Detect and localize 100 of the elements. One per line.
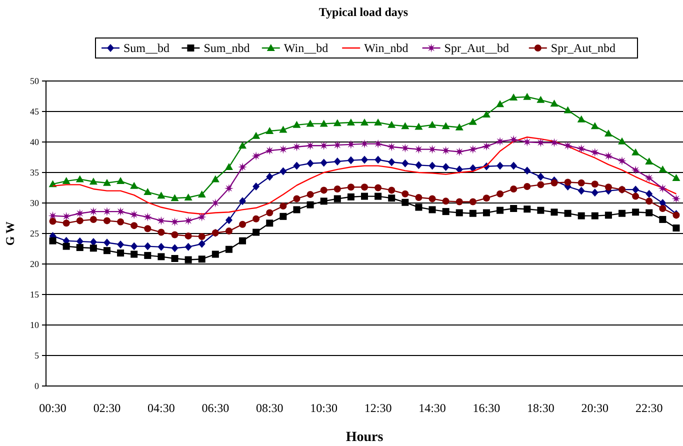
point [442,122,450,130]
point [632,208,640,216]
point [388,194,396,202]
point [238,162,248,172]
legend-label: Spr_Aut_nbd [550,41,616,55]
point [62,212,71,221]
legend-label: Sum__bd [124,41,170,55]
point [510,93,518,100]
y-tick-label: 20 [30,258,40,269]
point [510,204,518,212]
x-tick-label: 18:30 [527,401,554,415]
point [198,256,206,263]
point [252,215,260,222]
point [387,142,396,152]
point [76,175,84,182]
point [62,177,70,184]
point [591,212,598,220]
point [103,238,110,247]
point [658,184,668,193]
point [144,188,152,196]
point [482,209,490,216]
point [469,164,476,172]
point [265,146,274,156]
point [130,182,138,189]
x-tick-label: 12:30 [364,401,392,415]
point [224,184,234,193]
point [212,250,219,258]
point [564,210,572,217]
point [116,207,126,216]
point [171,231,178,238]
point [402,198,409,206]
x-tick-label: 10:30 [310,401,338,415]
point [618,210,626,217]
point [536,96,545,103]
point [88,207,98,216]
point [482,194,490,202]
point [672,194,681,204]
point [171,255,178,262]
point [320,186,328,194]
point [415,161,422,170]
point [239,220,246,228]
legend-label: Spr_Aut__bd [444,41,509,55]
point [334,185,341,192]
point [455,123,464,130]
point [468,118,477,125]
point [334,158,341,166]
point [428,120,436,128]
point [496,206,504,214]
point [347,184,354,191]
point [225,216,232,224]
point [509,135,518,144]
point [496,136,505,146]
point [604,129,612,136]
y-tick-label: 50 [30,76,40,86]
point [428,195,436,202]
point [537,206,544,214]
point [62,242,70,250]
point [76,244,84,252]
y-tick-label: 35 [30,167,40,178]
point [280,212,287,220]
point [184,242,192,251]
point [334,195,341,202]
point [76,237,84,246]
point [252,182,260,191]
point [442,208,450,216]
point [646,190,653,198]
point [414,122,423,130]
chart-title: Typical load days [318,5,408,19]
point [524,206,531,213]
point [496,162,504,170]
point [388,186,396,194]
point [646,209,653,216]
x-tick-label: 06:30 [202,401,230,415]
point [468,144,478,154]
point [238,142,247,149]
point [578,179,585,186]
point [360,139,369,148]
x-tick-label: 14:30 [418,401,446,415]
point [62,220,70,227]
point [672,174,680,181]
x-tick-label: 20:30 [581,401,609,415]
y-tick-label: 5 [34,350,40,360]
point [645,158,654,165]
point [496,100,504,108]
point [75,208,84,218]
point [306,201,314,208]
point [266,172,274,181]
point [550,179,558,186]
point [130,210,139,220]
y-axis-title: G W [3,221,17,246]
point [564,106,572,114]
point [578,212,585,220]
point [49,237,56,244]
point [49,218,56,225]
point [293,206,300,214]
point [510,162,518,170]
point [591,180,598,188]
point [103,247,110,254]
point [672,224,680,232]
point [550,208,558,216]
